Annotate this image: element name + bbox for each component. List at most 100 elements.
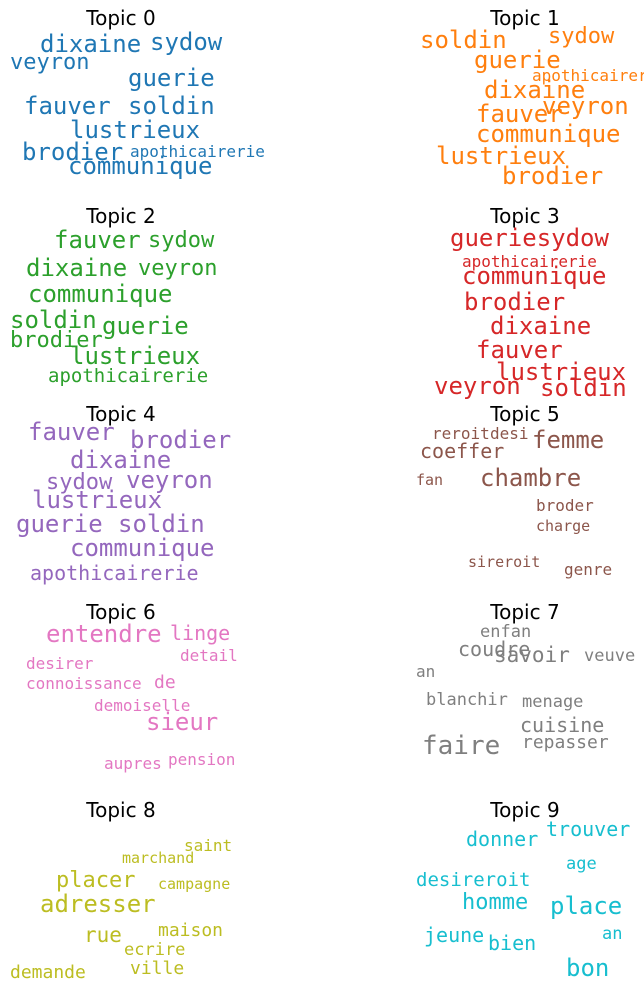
wordcloud-word: brodier xyxy=(502,161,604,190)
wordcloud-word: dixaine xyxy=(70,445,172,474)
wordcloud-word: dixaine xyxy=(490,311,592,340)
wordcloud-word: trouver xyxy=(546,817,631,841)
wordcloud-word: broder xyxy=(536,496,594,516)
topic-panel: Topic 6 entendre linge detail desirer connois… xyxy=(0,594,322,792)
wordcloud-word: an xyxy=(602,924,623,945)
wordcloud-word: coeffer xyxy=(420,439,505,463)
wordcloud-word: guerie xyxy=(16,509,103,538)
wordcloud-word: brodier xyxy=(22,137,124,166)
wordcloud-word: veyron xyxy=(138,256,218,282)
topic-title: Topic 5 xyxy=(490,402,560,426)
topic-title: Topic 8 xyxy=(86,798,156,822)
wordcloud-word: campagne xyxy=(158,874,231,893)
wordcloud-word: repasser xyxy=(522,731,609,753)
wordcloud-word: desirer xyxy=(26,654,94,674)
wordcloud-word: fauver xyxy=(476,335,563,364)
wordcloud-word: linge xyxy=(170,621,231,645)
topic-panel: Topic 3 gueriesydow apothicairerie communiq… xyxy=(404,198,644,400)
topic-panel: Topic 2 fauver sydow dixaine veyron communiqu… xyxy=(0,198,322,396)
wordcloud-word: brodier xyxy=(130,425,232,454)
wordcloud-word: pension xyxy=(168,750,236,770)
wordcloud-word: charge xyxy=(536,516,591,535)
topic-title: Topic 2 xyxy=(86,204,156,228)
topic-panel: Topic 9 trouver donner age desireroit homme pl… xyxy=(404,792,644,990)
wordcloud-word: homme xyxy=(462,890,529,916)
wordcloud-word: veyron xyxy=(542,91,629,120)
topic-title: Topic 0 xyxy=(86,6,156,30)
wordcloud-word: reroit xyxy=(432,424,490,444)
wordcloud-word: communique xyxy=(462,261,607,290)
wordcloud-word: lustrieux xyxy=(70,115,201,144)
wordcloud-word: fauver xyxy=(24,91,111,120)
wordcloud-word: donner xyxy=(466,827,539,851)
wordcloud-word: ville xyxy=(130,957,185,979)
wordcloud-word: blanchir xyxy=(426,690,508,711)
wordcloud-word: communique xyxy=(70,533,215,562)
wordcloud-word: chambre xyxy=(480,463,582,492)
wordcloud-word: dixaine xyxy=(484,75,586,104)
wordcloud-word: communique xyxy=(68,151,213,180)
wordcloud-word: maison xyxy=(158,919,224,941)
wordcloud-word: veyron xyxy=(434,371,521,400)
topic-panel: Topic 4 fauver brodier dixaine sydow veyron lu… xyxy=(0,396,322,594)
wordcloud-word: guerie xyxy=(128,63,215,92)
wordcloud-word: age xyxy=(566,854,597,875)
wordcloud-word: ecrire xyxy=(124,940,186,961)
wordcloud-word: desireroit xyxy=(416,869,531,892)
wordcloud-word: menage xyxy=(522,692,584,713)
wordcloud-word: apothicairerie xyxy=(130,142,265,162)
wordcloud-word: adresser xyxy=(40,889,156,918)
wordcloud-word: sydow xyxy=(46,470,113,496)
wordcloud-word: lustrieux xyxy=(436,141,567,170)
wordcloud-word: brodier xyxy=(10,328,103,354)
wordcloud-word: sydow xyxy=(150,27,223,56)
wordcloud-word: veyron xyxy=(126,465,213,494)
wordcloud-word: dixaine xyxy=(40,29,142,58)
wordcloud-word: communique xyxy=(476,119,621,148)
wordcloud-word: demande xyxy=(10,961,86,983)
wordcloud-word: dixaine xyxy=(26,253,128,282)
wordcloud-word: bien xyxy=(488,931,537,955)
wordcloud-word: cuisine xyxy=(520,713,605,737)
wordcloud-word: gueriesydow xyxy=(450,223,609,252)
wordcloud-word: femme xyxy=(532,425,605,454)
wordcloud-word: sydow xyxy=(548,24,615,50)
wordcloud-word: apothicairerie xyxy=(532,66,644,86)
wordcloud-word: apothicairerie xyxy=(30,561,199,585)
wordcloud-word: savoir xyxy=(494,642,570,667)
wordcloud-word: guerie xyxy=(474,45,561,74)
wordcloud-word: an xyxy=(416,662,436,682)
wordcloud-word: soldin xyxy=(540,373,627,402)
wordcloud-word: communique xyxy=(28,279,173,308)
topic-title: Topic 1 xyxy=(490,6,560,30)
wordcloud-word: desi xyxy=(490,424,529,444)
topic-panel: Topic 7 enfan coudre savoir veuve an blanchir m… xyxy=(404,594,644,792)
wordcloud-word: sireroit xyxy=(468,552,541,571)
topic-title: Topic 6 xyxy=(86,600,156,624)
wordcloud-word: guerie xyxy=(102,311,189,340)
wordcloud-word: veyron xyxy=(10,50,90,76)
wordcloud-word: marchand xyxy=(122,848,195,867)
topic-panel: Topic 8 saint marchand placer campagne adress… xyxy=(0,792,322,990)
topic-panel: Topic 5 reroit desi femme coeffer chambre fan b… xyxy=(404,396,644,594)
topic-title: Topic 9 xyxy=(490,798,560,822)
wordcloud-word: lustrieux xyxy=(32,485,163,514)
wordcloud-word: coudre xyxy=(458,637,531,661)
wordcloud-word: de xyxy=(154,671,176,693)
wordcloud-word: soldin xyxy=(10,305,97,334)
wordcloud-word: saint xyxy=(184,836,233,856)
wordcloud-word: fauver xyxy=(28,417,115,446)
wordcloud-word: enfan xyxy=(480,622,532,643)
wordcloud-word: faire xyxy=(422,730,501,761)
wordcloud-word: fauver xyxy=(54,225,141,254)
wordcloud-word: demoiselle xyxy=(94,696,191,716)
topic-title: Topic 7 xyxy=(490,600,560,624)
topic-panel: Topic 0 dixaine sydow veyron guerie fauver sol… xyxy=(0,0,322,198)
wordcloud-word: place xyxy=(550,891,623,920)
wordcloud-word: apothicairerie xyxy=(462,252,597,272)
wordcloud-word: sieur xyxy=(146,707,219,736)
wordcloud-word: veuve xyxy=(584,646,636,667)
wordcloud-word: entendre xyxy=(46,619,162,648)
